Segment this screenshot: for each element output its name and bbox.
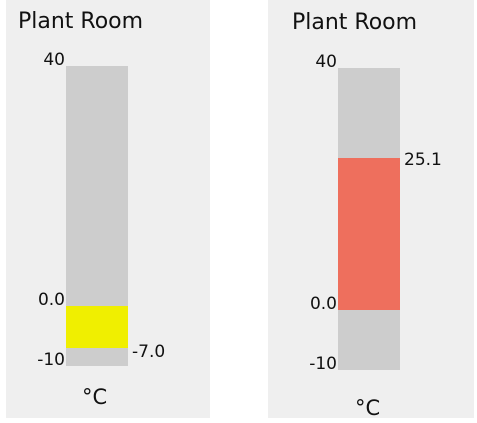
gauge-title: Plant Room xyxy=(18,9,144,34)
value-readout: -7.0 xyxy=(132,342,166,362)
value-readout: 25.1 xyxy=(404,149,442,170)
gauge-fill xyxy=(66,306,128,348)
scale-max-label: 40 xyxy=(43,50,65,70)
gauge-track xyxy=(338,68,400,370)
gauge-panel-1: Plant Room 40 0.0 -10 -7.0 °C xyxy=(6,0,210,418)
unit-label: °C xyxy=(355,396,381,420)
gauge-panel-2: Plant Room 40 0.0 -10 25.1 °C xyxy=(268,0,474,420)
gauge-fill xyxy=(338,157,400,310)
scale-max-label: 40 xyxy=(315,52,337,72)
scale-min-label: -10 xyxy=(37,350,65,370)
gauge-track xyxy=(66,66,128,366)
gauge-title: Plant Room xyxy=(292,10,418,35)
scale-zero-label: 0.0 xyxy=(37,290,65,310)
scale-min-label: -10 xyxy=(309,354,337,374)
unit-label: °C xyxy=(82,385,108,409)
scale-zero-label: 0.0 xyxy=(309,293,337,314)
